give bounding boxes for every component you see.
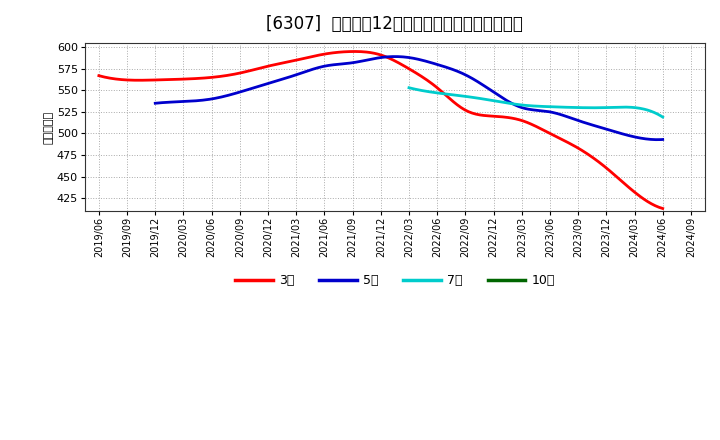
Line: 3年: 3年 [99,51,662,209]
7年 [658,114,667,120]
5年 [653,137,662,142]
5年 [658,137,667,142]
7年 [405,85,414,91]
3年 [441,92,450,98]
Title: [6307]  経常利益12か月移動合計の平均値の推移: [6307] 経常利益12か月移動合計の平均値の推移 [266,15,523,33]
Y-axis label: （百万円）: （百万円） [44,110,54,143]
Legend: 3年, 5年, 7年, 10年: 3年, 5年, 7年, 10年 [230,269,559,292]
5年 [455,69,464,74]
5年 [453,69,462,74]
3年 [96,73,105,79]
7年 [405,85,413,90]
5年 [153,100,161,106]
7年 [555,104,564,110]
3年 [658,206,667,211]
5年 [151,101,160,106]
3年 [431,83,439,88]
5年 [463,73,472,78]
7年 [556,104,564,110]
3年 [351,49,360,54]
7年 [618,104,627,110]
5年 [390,54,399,59]
3年 [572,144,580,150]
3年 [432,84,441,90]
5年 [613,130,621,135]
3年 [608,170,616,175]
7年 [560,105,569,110]
5年 [580,120,589,125]
Line: 7年: 7年 [409,88,662,117]
3年 [94,73,103,78]
Line: 5年: 5年 [156,57,662,139]
7年 [634,106,643,111]
